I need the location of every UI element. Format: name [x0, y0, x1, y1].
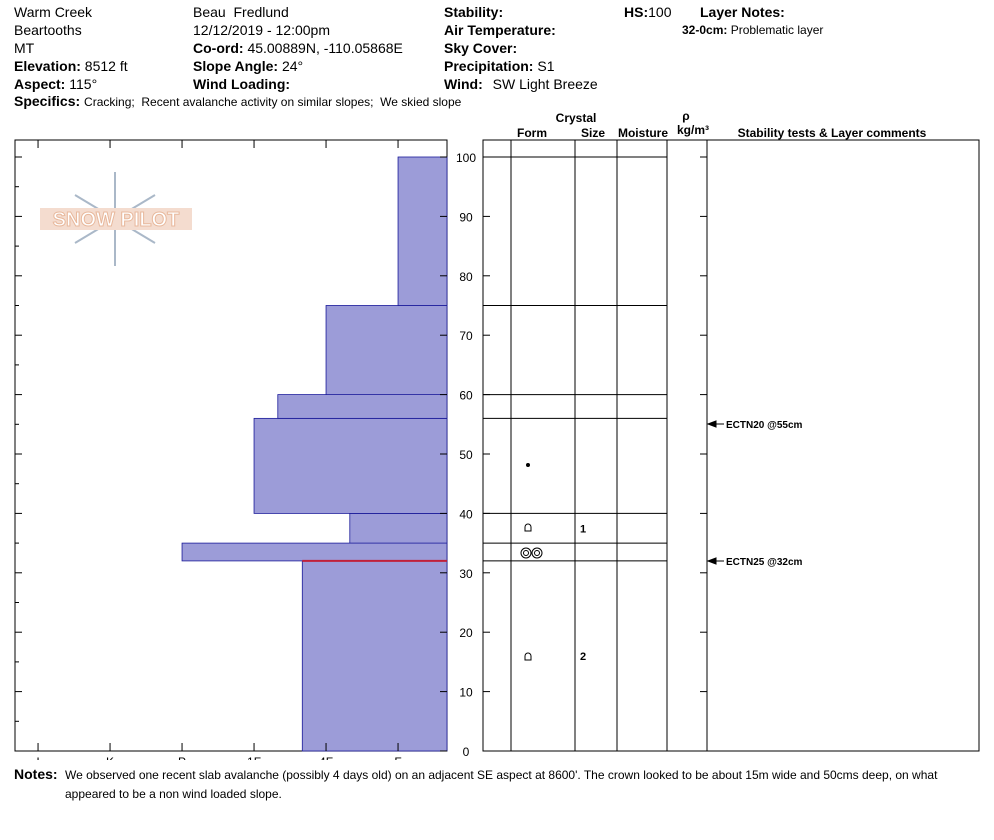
value: SW Light Breeze: [493, 76, 598, 92]
stability-test: ECTN20 @55cm: [726, 420, 803, 431]
label: Precipitation:: [444, 58, 533, 74]
range: Beartooths: [14, 22, 82, 38]
aspect: Aspect: 115°: [14, 76, 97, 92]
y-tick-label: 20: [459, 626, 473, 640]
x-tick-label: 4F: [319, 755, 333, 760]
hardness-bar: [397, 156, 448, 306]
crystal-forms: [520, 463, 543, 661]
value: 115°: [69, 76, 97, 92]
layer-note: 32-0cm: Problematic layer: [682, 23, 823, 37]
air-temp-label: Air Temperature:: [444, 22, 556, 38]
observer: Beau Fredlund: [193, 4, 289, 20]
hardness-bar: [349, 513, 448, 544]
y-tick-label: 100: [456, 151, 476, 165]
rho-header: ρ: [682, 109, 689, 123]
state: MT: [14, 40, 35, 56]
form-symbol: [523, 550, 529, 556]
column-headers: Crystal Form Size Moisture ρ kg/m³ Stabi…: [517, 109, 927, 140]
hs: HS:100: [624, 4, 672, 20]
form-symbol: [534, 550, 540, 556]
crystal-size: 2: [580, 651, 586, 663]
logo-text: SNOW PILOT: [53, 209, 180, 231]
wind: Wind: SW Light Breeze: [444, 76, 598, 92]
label: Specifics:: [14, 93, 80, 109]
comments-header: Stability tests & Layer comments: [738, 126, 927, 140]
form-symbol: [531, 547, 543, 559]
label: Slope Angle:: [193, 58, 278, 74]
label: Co-ord:: [193, 40, 244, 56]
value: Cracking; Recent avalanche activity on s…: [84, 95, 462, 109]
hardness-bar: [253, 417, 448, 514]
hardness-bar: [325, 305, 448, 395]
sky-label: Sky Cover:: [444, 40, 517, 56]
y-tick-label: 80: [459, 270, 473, 284]
y-tick-label: 60: [459, 389, 473, 403]
stability-label: Stability:: [444, 4, 503, 20]
size-header: Size: [581, 126, 605, 140]
form-symbol: [526, 463, 530, 467]
y-tick-label: 70: [459, 329, 473, 343]
logo: SNOW PILOT: [40, 172, 192, 266]
x-tick-label: K: [106, 755, 114, 760]
table-frame: [482, 139, 980, 752]
value: 8512 ft: [85, 58, 128, 74]
wind-loading-label: Wind Loading:: [193, 76, 290, 92]
specifics: Specifics: Cracking; Recent avalanche ac…: [14, 93, 462, 109]
y-tick-label: 50: [459, 448, 473, 462]
stability-tests: ECTN20 @55cm ECTN25 @32cm: [706, 420, 803, 568]
value: 45.00889N, -110.05868E: [247, 40, 402, 56]
coord: Co-ord: 45.00889N, -110.05868E: [193, 40, 403, 56]
y-tick-label: 90: [459, 210, 473, 224]
precipitation: Precipitation: S1: [444, 58, 555, 74]
crystal-size: 1: [580, 523, 586, 535]
label: 32-0cm:: [682, 23, 727, 37]
hardness-bar: [301, 560, 448, 752]
y-tick-label: 0: [463, 745, 470, 759]
notes-text: We observed one recent slab avalanche (p…: [65, 768, 938, 801]
logo-band: [40, 208, 192, 230]
table-columns: [510, 140, 708, 751]
slope: Slope Angle: 24°: [193, 58, 303, 74]
arrow: [706, 557, 724, 565]
y-tick-label: 10: [459, 686, 473, 700]
stability-test: ECTN25 @32cm: [726, 557, 803, 568]
hardness-bar: [181, 542, 448, 562]
moisture-header: Moisture: [618, 126, 668, 140]
density-unit: kg/m³: [677, 123, 709, 137]
notes: Notes: We observed one recent slab avala…: [14, 766, 974, 804]
label: Elevation:: [14, 58, 81, 74]
snow-profile: Warm Creek Beartooths MT Elevation: 8512…: [14, 4, 980, 760]
form-symbol: [520, 547, 532, 559]
y-tick-label: 30: [459, 567, 473, 581]
form-symbol: [524, 652, 532, 661]
x-tick-label: P: [178, 755, 186, 760]
crystal-header: Crystal: [556, 111, 597, 125]
form-header: Form: [517, 126, 547, 140]
label: Wind:: [444, 76, 483, 92]
hardness-bar: [277, 394, 448, 419]
header: Warm Creek Beartooths MT Elevation: 8512…: [14, 4, 823, 109]
value: 100: [648, 4, 672, 20]
notes-label: Notes:: [14, 766, 58, 782]
x-tick-label: I: [36, 755, 39, 760]
x-tick-label: 1F: [247, 755, 261, 760]
label: Aspect:: [14, 76, 65, 92]
layer-notes-label: Layer Notes:: [700, 4, 785, 20]
elevation: Elevation: 8512 ft: [14, 58, 128, 74]
y-tick-label: 40: [459, 507, 473, 521]
datetime: 12/12/2019 - 12:00pm: [193, 22, 330, 38]
value: Problematic layer: [731, 23, 824, 37]
value: 24°: [282, 58, 303, 74]
value: S1: [537, 58, 554, 74]
location: Warm Creek: [14, 4, 93, 20]
label: HS:: [624, 4, 648, 20]
form-symbol: [524, 523, 532, 532]
x-tick-label: F: [394, 755, 401, 760]
arrow: [706, 420, 724, 428]
